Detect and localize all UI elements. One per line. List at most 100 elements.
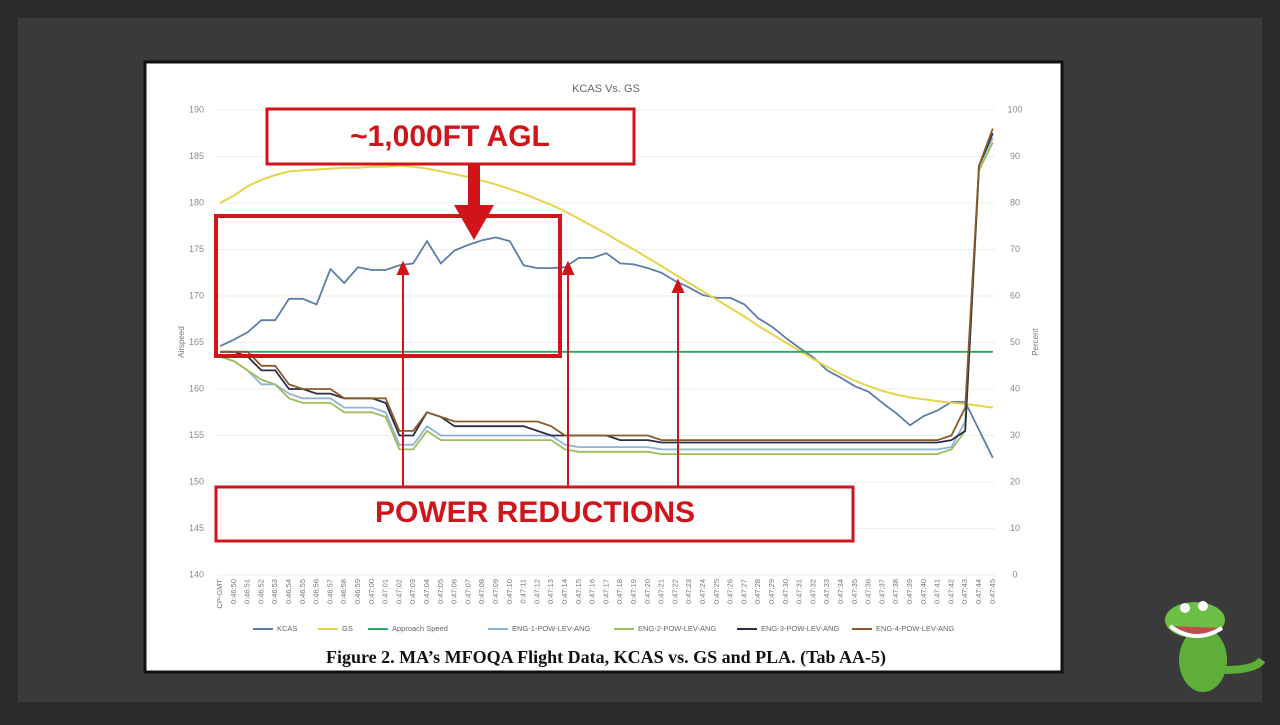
annotation-box: [214, 485, 855, 543]
x-tick-label: 0:47:40: [919, 579, 928, 604]
y-axis-label: Airspeed: [177, 326, 186, 358]
x-tick-label: 0:47:04: [422, 579, 431, 604]
x-tick-label: 0:47:26: [726, 579, 735, 604]
caption: Figure 2. MA’s MFOQA Flight Data, KCAS v…: [326, 647, 886, 668]
x-tick-label: 0:47:44: [974, 579, 983, 604]
legend-label: GS: [342, 624, 353, 633]
x-tick-label: 0:47:14: [560, 579, 569, 604]
x-tick-label: 0:47:01: [381, 579, 390, 604]
series-line: [219, 164, 993, 409]
y-tick-label: 160: [189, 383, 204, 393]
x-tick-label: 0:46:59: [353, 579, 362, 604]
series-line: [220, 128, 994, 441]
x-tick-label: 0:47:19: [629, 579, 638, 604]
mascot-mouth: [1168, 624, 1224, 638]
x-tick-label: 0:47:43: [960, 579, 969, 604]
x-tick-label: 0:47:42: [946, 579, 955, 604]
x-tick-label: 0:47:41: [933, 579, 942, 604]
x-tick-label: 0:47:03: [408, 579, 417, 604]
x-tick-label: 0:47:39: [905, 579, 914, 604]
series-line: [219, 137, 994, 451]
annotations: ~1,000FT AGL POWER REDUCTIONS: [214, 107, 855, 543]
x-tick-label: 0:47:32: [808, 579, 817, 604]
mascot: [1165, 601, 1266, 692]
legend-label: ENG-4-POW-LEV-ANG: [876, 624, 954, 633]
x-tick-label: 0:47:37: [877, 579, 886, 604]
x-tick-label: 0:46:51: [243, 579, 252, 604]
x-tick-label: 0:47:29: [767, 579, 776, 604]
mascot-tail: [1224, 657, 1266, 674]
x-tick-label: 0:47:28: [753, 579, 762, 604]
x-tick-label: 0:47:36: [864, 579, 873, 604]
x-tick-label: 0:47:31: [795, 579, 804, 604]
legend-label: ENG-2-POW-LEV-ANG: [638, 624, 716, 633]
x-tick-label: 0:47:15: [574, 579, 583, 604]
x-tick-label: 0:47:07: [463, 579, 472, 604]
arrow-head: [671, 278, 685, 293]
arrow-shaft: [468, 165, 480, 210]
y-tick-label: 180: [189, 197, 204, 207]
legend-label: Approach Speed: [392, 624, 448, 633]
y-tick-label: 190: [189, 104, 204, 114]
x-tick-label: 0:46:55: [298, 579, 307, 604]
x-tick-label: 0:47:22: [670, 579, 679, 604]
x-tick-label: CP-GMT: [215, 579, 224, 609]
series-line: [219, 236, 994, 459]
x-tick-label: 0:47:16: [588, 579, 597, 604]
legend-label: ENG-3-POW-LEV-ANG: [761, 624, 839, 633]
y2-tick-label: 90: [1010, 151, 1020, 161]
x-tick-label: 0:47:17: [601, 579, 610, 604]
legend-label: KCAS: [277, 624, 297, 633]
y2-tick-label: 100: [1007, 104, 1022, 114]
annotation-text: POWER REDUCTIONS: [375, 496, 695, 529]
legend-label: ENG-1-POW-LEV-ANG: [512, 624, 590, 633]
mascot-eye: [1180, 603, 1190, 613]
arrow-head: [561, 260, 575, 275]
x-tick-label: 0:47:13: [546, 579, 555, 604]
x-tick-label: 0:47:05: [436, 579, 445, 604]
y-tick-label: 175: [189, 244, 204, 254]
y2-tick-label: 50: [1010, 337, 1020, 347]
x-tick-label: 0:47:33: [822, 579, 831, 604]
x-tick-label: 0:47:24: [698, 579, 707, 604]
x-tick-label: 0:46:52: [256, 579, 265, 604]
highlight-box: [214, 214, 562, 358]
mascot-body: [1179, 628, 1227, 692]
y-tick-label: 140: [189, 569, 204, 579]
plot: 140 145 150 155 160 165 170 175 180 185 190 0 10 20 30…: [189, 104, 1023, 633]
arrow-head: [454, 205, 494, 240]
y2-tick-label: 60: [1010, 290, 1020, 300]
x-tick-label: 0:47:45: [988, 579, 997, 604]
x-tick-label: 0:47:08: [477, 579, 486, 604]
annotation-text: ~1,000FT AGL: [350, 120, 550, 153]
x-tick-label: 0:47:35: [850, 579, 859, 604]
x-tick-label: 0:47:09: [491, 579, 500, 604]
x-tick-label: 0:47:10: [505, 579, 514, 604]
x-tick-label: 0:46:53: [270, 579, 279, 604]
arrow-head: [396, 260, 410, 275]
y2-tick-label: 40: [1010, 383, 1020, 393]
y2-tick-label: 10: [1010, 523, 1020, 533]
x-tick-label: 0:47:02: [394, 579, 403, 604]
y2-tick-label: 0: [1012, 569, 1017, 579]
x-tick-label: 0:47:12: [532, 579, 541, 604]
x-tick-label: 0:47:18: [615, 579, 624, 604]
x-tick-label: 0:47:23: [684, 579, 693, 604]
x-tick-label: 0:46:56: [312, 579, 321, 604]
x-tick-label: 0:47:21: [657, 579, 666, 604]
y2-tick-label: 70: [1010, 244, 1020, 254]
x-tick-label: 0:47:00: [367, 579, 376, 604]
y-tick-label: 145: [189, 523, 204, 533]
chart-title: KCAS Vs. GS: [572, 83, 640, 95]
x-tick-label: 0:47:25: [712, 579, 721, 604]
x-tick-label: 0:47:20: [643, 579, 652, 604]
x-tick-label: 0:47:30: [781, 579, 790, 604]
x-tick-label: 0:47:34: [836, 579, 845, 604]
x-tick-label: 0:46:57: [325, 579, 334, 604]
x-tick-label: 0:47:06: [450, 579, 459, 604]
y2-tick-label: 80: [1010, 197, 1020, 207]
annotation-box: [265, 107, 636, 166]
x-tick-label: 0:46:50: [229, 579, 238, 604]
